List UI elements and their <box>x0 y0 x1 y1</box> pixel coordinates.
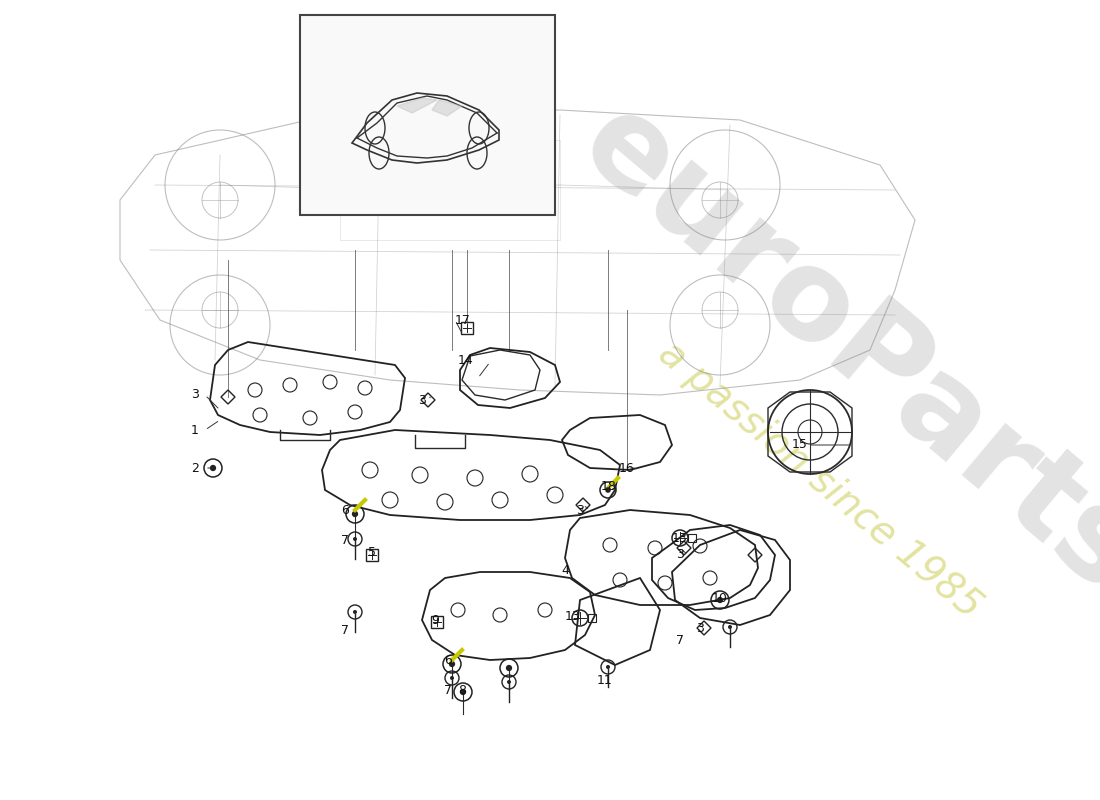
Circle shape <box>606 665 610 669</box>
Circle shape <box>460 689 466 695</box>
Text: 14: 14 <box>458 354 474 366</box>
Circle shape <box>450 676 454 680</box>
Circle shape <box>353 610 358 614</box>
Circle shape <box>728 625 732 629</box>
Text: 7: 7 <box>676 634 684 646</box>
Circle shape <box>506 665 513 671</box>
Text: 7: 7 <box>341 623 349 637</box>
Text: 11: 11 <box>597 674 613 686</box>
Text: 6: 6 <box>341 503 349 517</box>
Text: 13: 13 <box>672 531 688 545</box>
Text: 7: 7 <box>444 683 452 697</box>
Text: euroParts: euroParts <box>557 82 1100 618</box>
Text: 3: 3 <box>696 622 704 634</box>
Text: 3: 3 <box>418 394 426 406</box>
Text: 9: 9 <box>431 614 439 626</box>
Text: 1: 1 <box>191 423 199 437</box>
Text: 8: 8 <box>458 683 466 697</box>
Polygon shape <box>432 100 462 116</box>
Text: 15: 15 <box>792 438 807 451</box>
Text: 3: 3 <box>676 549 684 562</box>
Text: 2: 2 <box>191 462 199 474</box>
Bar <box>340 140 560 240</box>
Text: 10: 10 <box>712 591 728 605</box>
Text: 3: 3 <box>576 503 584 517</box>
Text: 3: 3 <box>191 389 199 402</box>
Circle shape <box>449 661 455 667</box>
Text: 13: 13 <box>565 610 581 623</box>
Circle shape <box>210 465 216 471</box>
Circle shape <box>507 680 512 684</box>
Text: a passion since 1985: a passion since 1985 <box>651 334 989 626</box>
Text: 18: 18 <box>601 481 617 494</box>
Text: 4: 4 <box>561 563 569 577</box>
Circle shape <box>717 597 723 603</box>
Text: 17: 17 <box>455 314 471 326</box>
Circle shape <box>353 537 358 541</box>
Text: 6: 6 <box>444 654 452 666</box>
Text: 7: 7 <box>341 534 349 546</box>
Text: 5: 5 <box>368 546 376 558</box>
Text: 16: 16 <box>619 462 635 474</box>
Bar <box>300 15 556 215</box>
Polygon shape <box>397 98 437 113</box>
Circle shape <box>605 487 610 493</box>
Circle shape <box>352 511 359 517</box>
